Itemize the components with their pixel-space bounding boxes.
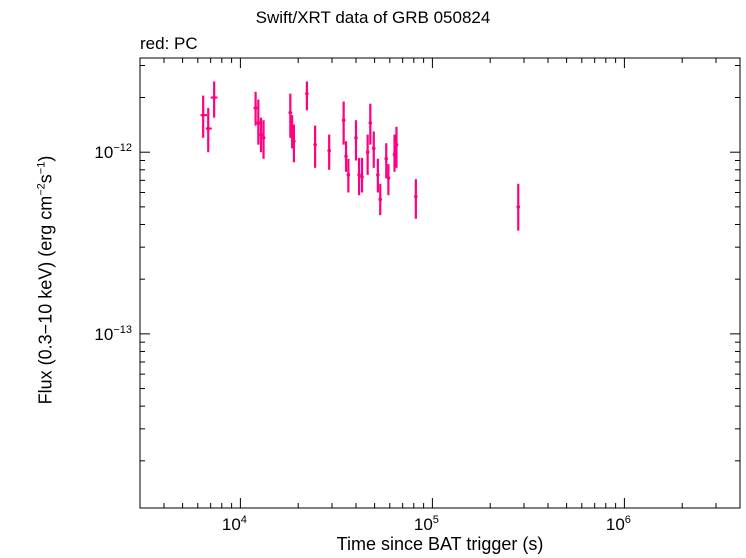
axis-tick-labels: 104 105 106 10−12 10−13: [94, 142, 631, 534]
data-point: [376, 158, 380, 193]
data-point: [288, 93, 293, 138]
point-marker: [346, 173, 351, 177]
chart-subtitle: red: PC: [140, 34, 198, 53]
data-point: [292, 124, 296, 163]
data-point: [384, 143, 389, 179]
data-point: [368, 103, 373, 145]
data-point: [200, 95, 208, 138]
data-point: [261, 120, 266, 159]
data-point: [516, 183, 521, 231]
data-series: [200, 81, 521, 231]
data-point: [256, 99, 261, 145]
data-point: [414, 179, 418, 219]
point-marker: [386, 176, 391, 180]
data-point: [378, 183, 383, 216]
y-tick-label: 10−12: [94, 142, 132, 162]
data-point: [360, 157, 364, 193]
point-marker: [288, 110, 293, 115]
data-point: [305, 81, 309, 111]
y-tick-label: 10−13: [94, 324, 132, 344]
chart-title: Swift/XRT data of GRB 050824: [255, 8, 491, 27]
point-marker: [516, 205, 521, 209]
data-point: [357, 157, 361, 196]
point-marker: [206, 126, 211, 131]
axis-ticks: [139, 58, 741, 508]
point-marker: [357, 173, 361, 177]
point-marker: [414, 194, 418, 199]
point-marker: [344, 154, 348, 159]
point-marker: [292, 139, 296, 143]
point-marker: [365, 150, 370, 154]
point-marker: [368, 121, 373, 125]
data-point: [313, 125, 317, 168]
data-point: [365, 134, 370, 175]
data-point: [371, 131, 376, 168]
point-marker: [261, 136, 266, 140]
point-marker: [253, 106, 258, 110]
plot-frame: [139, 57, 741, 509]
data-point: [394, 126, 399, 168]
x-tick-label: 106: [606, 514, 631, 534]
x-tick-label: 105: [414, 514, 439, 534]
point-marker: [354, 136, 358, 140]
x-tick-label: 104: [222, 514, 247, 534]
data-point: [346, 158, 351, 193]
data-point: [344, 141, 348, 172]
data-point: [354, 120, 358, 161]
point-marker: [394, 142, 399, 147]
point-marker: [360, 175, 364, 179]
point-marker: [327, 148, 331, 153]
data-point: [205, 108, 212, 153]
data-point: [327, 134, 331, 170]
data-point: [210, 81, 218, 118]
data-point: [259, 117, 263, 153]
point-marker: [384, 156, 389, 161]
point-marker: [371, 146, 376, 151]
point-marker: [341, 118, 346, 123]
data-point: [253, 91, 258, 126]
point-marker: [201, 113, 205, 117]
point-marker: [378, 197, 383, 202]
data-point: [341, 101, 346, 145]
point-marker: [313, 142, 317, 147]
point-marker: [376, 173, 380, 177]
data-point: [386, 164, 391, 196]
point-marker: [305, 91, 309, 96]
y-axis-label: Flux (0.3−10 keV) (erg cm−2s−1): [35, 155, 56, 405]
x-axis-label: Time since BAT trigger (s): [336, 534, 544, 554]
point-marker: [212, 95, 216, 100]
point-marker: [256, 121, 261, 125]
point-marker: [259, 132, 263, 137]
